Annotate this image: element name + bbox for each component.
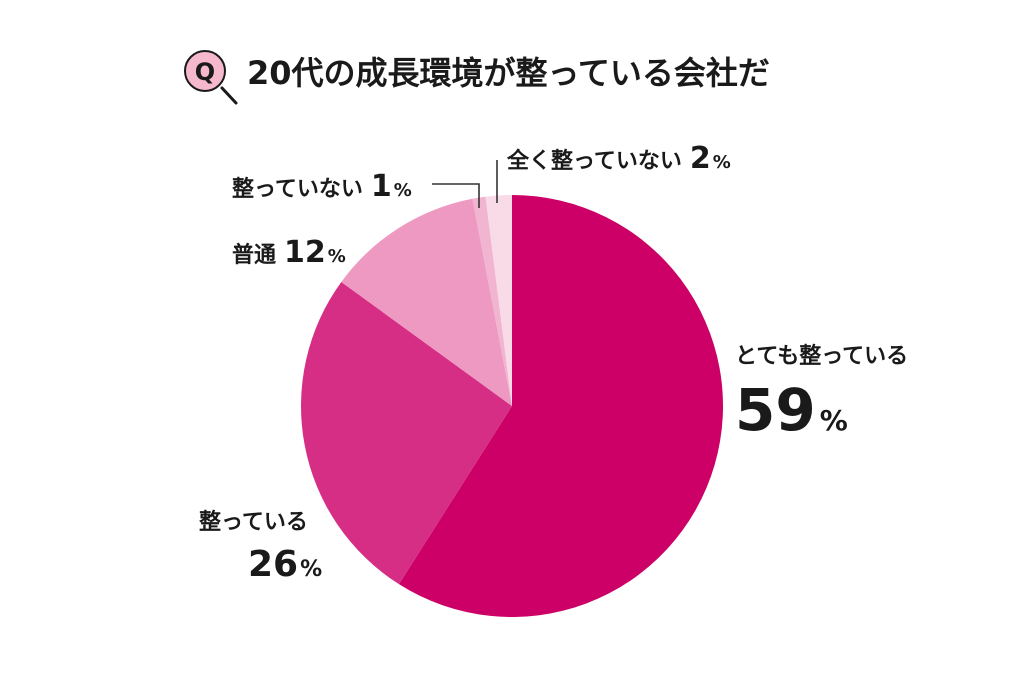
slice-value-unit: % bbox=[820, 404, 848, 437]
slice-label-not-organized: 整っていない 1% bbox=[232, 169, 412, 204]
slice-value-number: 26 bbox=[248, 544, 298, 585]
slice-label-line: 整っていない 1% bbox=[232, 169, 412, 204]
slice-value-unit: % bbox=[328, 246, 346, 267]
slice-value: 26% bbox=[248, 544, 322, 585]
chart-title-text: 20代の成長環境が整っている会社だ bbox=[247, 54, 770, 92]
slice-label-average: 普通 12% bbox=[232, 235, 346, 270]
pie-slices bbox=[301, 195, 724, 617]
pie-slice-1 bbox=[301, 281, 512, 585]
slice-label-text: 全く整っていない bbox=[506, 148, 682, 174]
slice-value-unit: % bbox=[300, 557, 322, 582]
slice-label-not-at-all-organized: 全く整っていない 2% bbox=[506, 141, 731, 176]
pie-slice-2 bbox=[341, 198, 512, 406]
slice-label-text: 整っていない bbox=[232, 176, 363, 202]
slice-label-line: 普通 12% bbox=[232, 235, 346, 270]
leader-line-not-organized bbox=[432, 183, 480, 208]
slice-label-very-organized: とても整っている 59% bbox=[735, 343, 908, 444]
slice-label-text: 普通 bbox=[232, 242, 276, 268]
question-badge-letter: Q bbox=[195, 58, 215, 86]
pie-slice-4 bbox=[485, 195, 512, 406]
slice-label-text: とても整っている bbox=[735, 343, 908, 369]
slice-label-line: 全く整っていない 2% bbox=[506, 141, 731, 176]
slice-value-number: 12 bbox=[284, 235, 326, 270]
slice-label-organized: 整っている 26% bbox=[199, 509, 322, 585]
slice-value-number: 1 bbox=[371, 169, 392, 204]
slice-value: 59% bbox=[735, 376, 848, 444]
question-badge-icon: Q bbox=[184, 50, 238, 105]
slice-value-number: 59 bbox=[735, 376, 816, 444]
slice-value-unit: % bbox=[713, 152, 731, 173]
slice-value-number: 2 bbox=[690, 141, 711, 176]
chart-title: Q 20代の成長環境が整っている会社だ bbox=[184, 50, 770, 105]
pie-slice-0 bbox=[398, 195, 724, 617]
slice-label-text: 整っている bbox=[199, 509, 308, 535]
slice-value-unit: % bbox=[394, 180, 412, 201]
pie-slice-3 bbox=[472, 196, 512, 406]
